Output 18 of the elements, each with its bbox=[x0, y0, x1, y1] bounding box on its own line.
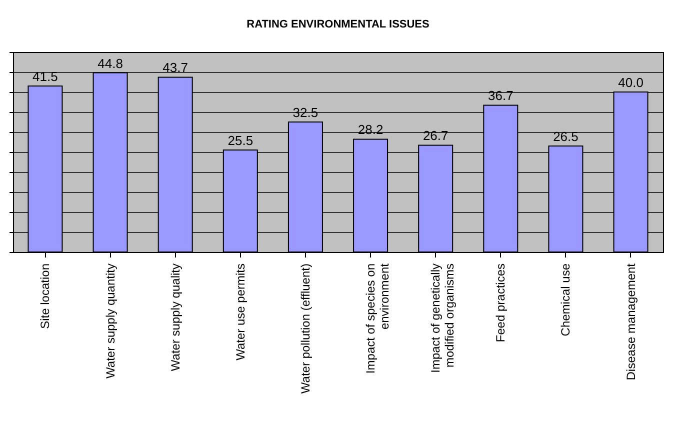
x-tick-label: Feed practices bbox=[494, 264, 508, 342]
x-tick-label: Impact of species on environment bbox=[364, 262, 392, 374]
data-label: 26.5 bbox=[553, 129, 578, 144]
x-tick-label: Water pollution (effluent) bbox=[298, 264, 312, 394]
data-label: 36.7 bbox=[488, 88, 514, 104]
x-tick-label: Water supply quality bbox=[168, 264, 182, 372]
data-label: 41.5 bbox=[32, 69, 58, 84]
data-label: 26.7 bbox=[422, 128, 448, 144]
data-label: 40.0 bbox=[618, 75, 644, 90]
x-tick-label: Site location bbox=[38, 264, 52, 329]
chart-title: RATING ENVIRONMENTAL ISSUES bbox=[246, 18, 430, 30]
data-label: 25.5 bbox=[228, 133, 254, 148]
x-tick-label: Disease management bbox=[624, 262, 638, 380]
x-tick-label: Water use permits bbox=[233, 264, 248, 360]
x-tick-label: Water supply quantity bbox=[103, 264, 118, 378]
data-label: 43.7 bbox=[162, 60, 188, 76]
data-label: 44.8 bbox=[98, 56, 123, 71]
x-tick-label: Chemical use bbox=[558, 263, 573, 336]
